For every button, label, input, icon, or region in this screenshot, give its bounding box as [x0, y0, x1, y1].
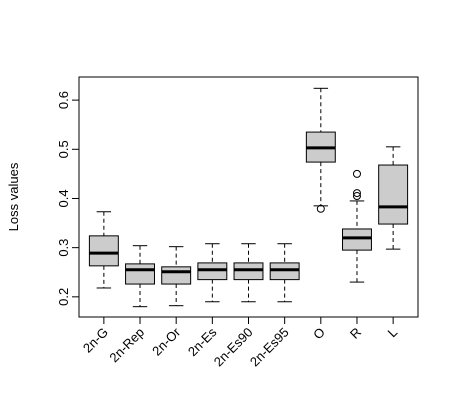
x-tick-label: 2n-Rep	[106, 325, 147, 366]
box	[342, 228, 372, 251]
x-tick-label: L	[385, 325, 401, 341]
box	[378, 164, 409, 225]
x-tick-label: 2n-Es95	[247, 325, 292, 370]
y-axis-label: Loss values	[6, 162, 21, 231]
outlier	[316, 204, 325, 213]
x-tick-label: R	[347, 325, 364, 342]
y-tick-label: 0.5	[56, 140, 71, 158]
y-tick-label: 0.6	[56, 91, 71, 109]
x-tick-label: O	[310, 325, 328, 343]
box	[161, 266, 192, 285]
box	[125, 263, 155, 285]
outlier	[352, 189, 361, 198]
x-tick-label: 2n-Or	[149, 324, 184, 359]
y-tick-label: 0.3	[56, 239, 71, 257]
y-tick-label: 0.4	[56, 189, 71, 207]
box	[88, 235, 119, 267]
outlier	[352, 192, 361, 201]
x-tick-label: 2n-Es90	[211, 325, 256, 370]
outlier	[352, 169, 361, 178]
x-tick-label: 2n-G	[80, 325, 111, 356]
y-tick-label: 0.2	[56, 288, 71, 306]
